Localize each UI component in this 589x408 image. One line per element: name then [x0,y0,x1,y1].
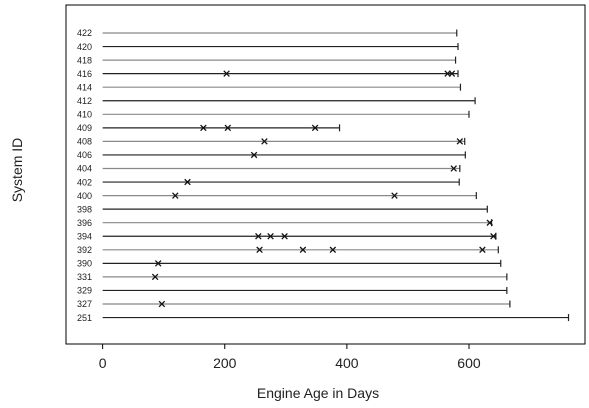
y-tick-label: 422 [77,28,92,38]
event-marker [158,300,166,308]
event-marker [281,232,288,240]
y-tick-label: 392 [77,245,92,255]
y-tick-label: 394 [77,231,92,241]
y-tick-label: 418 [77,55,92,65]
event-marker [486,219,494,226]
event-marker [456,138,464,145]
y-tick-label: 404 [77,164,92,174]
y-tick-label: 410 [77,110,92,120]
y-tick-label: 416 [77,69,92,79]
event-marker [200,124,207,132]
y-tick-label: 414 [77,82,92,92]
x-axis-label: Engine Age in Days [257,385,379,401]
x-tick-label: 0 [99,355,107,371]
y-tick-label: 412 [77,96,92,106]
event-marker [311,124,319,132]
event-marker [479,246,486,254]
event-marker [490,232,497,240]
event-marker [329,246,337,254]
event-marker [224,124,232,132]
event-markers [151,70,497,308]
y-tick-label: 396 [77,218,92,228]
event-marker [184,178,191,186]
system-lines [102,29,570,322]
y-tick-labels: 422 420 418 416 414 412 410 409 408 406 404 402 400 3… [77,28,92,323]
plot-frame [65,4,586,345]
event-marker [267,232,274,240]
y-tick-label: 420 [77,42,92,52]
y-tick-label: 390 [77,259,92,269]
event-marker [256,246,263,254]
event-marker [448,70,456,77]
event-marker [250,151,258,159]
x-tick-label: 200 [213,355,237,371]
x-tick-label: 600 [457,355,481,371]
event-marker [223,70,230,77]
y-tick-label: 398 [77,204,92,214]
y-tick-label: 251 [77,313,92,323]
x-tick-label: 400 [335,355,359,371]
y-tick-label: 406 [77,150,92,160]
y-tick-label: 402 [77,177,92,187]
event-marker [391,192,398,199]
event-marker [154,260,162,267]
event-marker [261,138,268,145]
event-marker [450,165,457,172]
y-tick-label: 331 [77,272,92,282]
event-marker [299,246,307,254]
y-tick-label: 327 [77,299,92,309]
y-tick-label: 409 [77,123,92,133]
event-marker [255,232,262,240]
y-tick-label: 400 [77,191,92,201]
event-marker [172,192,179,199]
event-marker [151,273,159,281]
y-tick-label: 329 [77,286,92,296]
y-tick-label: 408 [77,137,92,147]
x-axis: 0 200 400 600 [99,344,481,371]
y-axis-label: System ID [9,138,25,203]
